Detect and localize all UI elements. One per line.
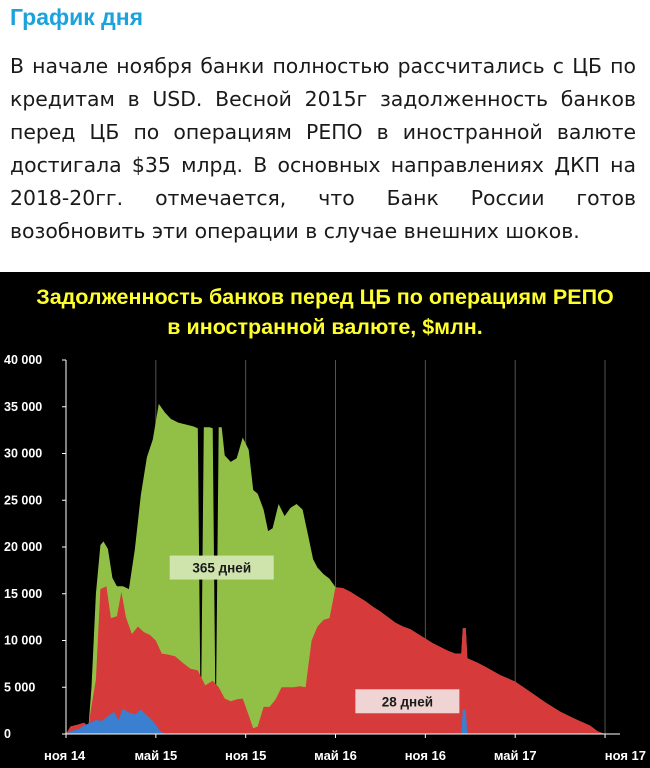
chart-panel: Задолженность банков перед ЦБ по операци… — [0, 272, 650, 768]
y-tick-label-1: 5 000 — [4, 680, 35, 694]
annotation-box-1 — [355, 689, 460, 714]
annotation-label-1: 28 дней — [382, 694, 433, 709]
x-tick-label-0: ноя 14 — [44, 748, 86, 763]
annotation-box-0 — [169, 555, 274, 580]
blue-area-short-term — [66, 708, 620, 734]
y-tick-label-0: 0 — [4, 727, 11, 741]
y-tick-label-2: 10 000 — [4, 634, 42, 648]
x-tick-label-1: май 15 — [134, 748, 177, 763]
article-paragraph: В начале ноября банки полностью рассчита… — [10, 54, 636, 243]
green-area-365-days — [66, 403, 620, 734]
y-tick-label-3: 15 000 — [4, 587, 42, 601]
chart-title: Задолженность банков перед ЦБ по операци… — [0, 282, 650, 342]
repo-debt-chart: 0 5 000 10 000 15 000 20 000 25 000 30 000 35 0… — [4, 353, 646, 763]
chart-title-line-2: в иностранной валюте, $млн. — [167, 315, 483, 339]
page-title: График дня — [10, 4, 144, 30]
y-tick-label-8: 40 000 — [4, 353, 42, 367]
red-area-28-days — [66, 586, 620, 734]
y-tick-label-5: 25 000 — [4, 493, 42, 507]
y-tick-label-7: 35 000 — [4, 400, 42, 414]
x-tick-label-4: ноя 16 — [405, 748, 446, 763]
y-tick-label-4: 20 000 — [4, 540, 42, 554]
x-tick-label-5: май 17 — [494, 748, 537, 763]
chart-title-line-1: Задолженность банков перед ЦБ по операци… — [36, 285, 614, 309]
x-tick-label-6: ноя 17 — [605, 748, 646, 763]
y-tick-label-6: 30 000 — [4, 447, 42, 461]
x-tick-label-3: май 16 — [314, 748, 357, 763]
x-tick-label-2: ноя 15 — [225, 748, 266, 763]
annotation-label-0: 365 дней — [192, 561, 251, 576]
